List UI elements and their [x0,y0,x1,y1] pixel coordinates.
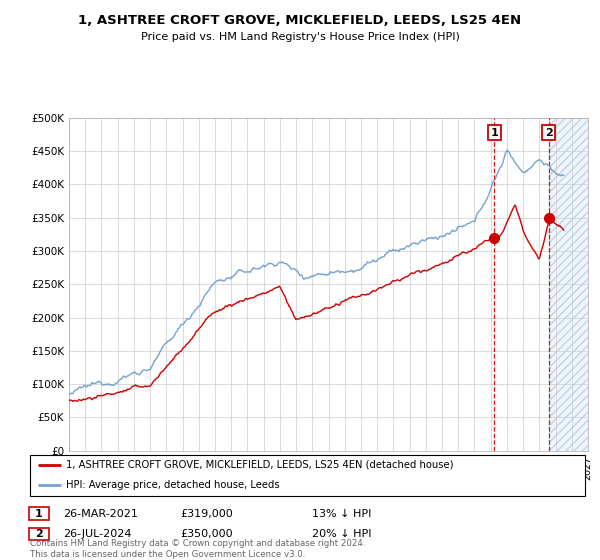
Text: 26-MAR-2021: 26-MAR-2021 [63,508,138,519]
Text: Price paid vs. HM Land Registry's House Price Index (HPI): Price paid vs. HM Land Registry's House … [140,32,460,43]
Text: 2: 2 [35,529,43,539]
Text: 26-JUL-2024: 26-JUL-2024 [63,529,131,539]
FancyBboxPatch shape [30,455,585,496]
Text: 20% ↓ HPI: 20% ↓ HPI [312,529,371,539]
Text: 1: 1 [491,128,498,138]
Text: 1, ASHTREE CROFT GROVE, MICKLEFIELD, LEEDS, LS25 4EN (detached house): 1, ASHTREE CROFT GROVE, MICKLEFIELD, LEE… [66,460,454,470]
Text: £350,000: £350,000 [180,529,233,539]
Text: 1: 1 [35,508,43,519]
Text: 1, ASHTREE CROFT GROVE, MICKLEFIELD, LEEDS, LS25 4EN: 1, ASHTREE CROFT GROVE, MICKLEFIELD, LEE… [79,14,521,27]
Text: Contains HM Land Registry data © Crown copyright and database right 2024.
This d: Contains HM Land Registry data © Crown c… [30,539,365,559]
Text: 13% ↓ HPI: 13% ↓ HPI [312,508,371,519]
FancyBboxPatch shape [29,507,49,520]
Bar [548,118,588,451]
Text: HPI: Average price, detached house, Leeds: HPI: Average price, detached house, Leed… [66,480,280,490]
Bar [548,118,588,451]
Text: £319,000: £319,000 [180,508,233,519]
FancyBboxPatch shape [29,528,49,540]
Text: 2: 2 [545,128,553,138]
